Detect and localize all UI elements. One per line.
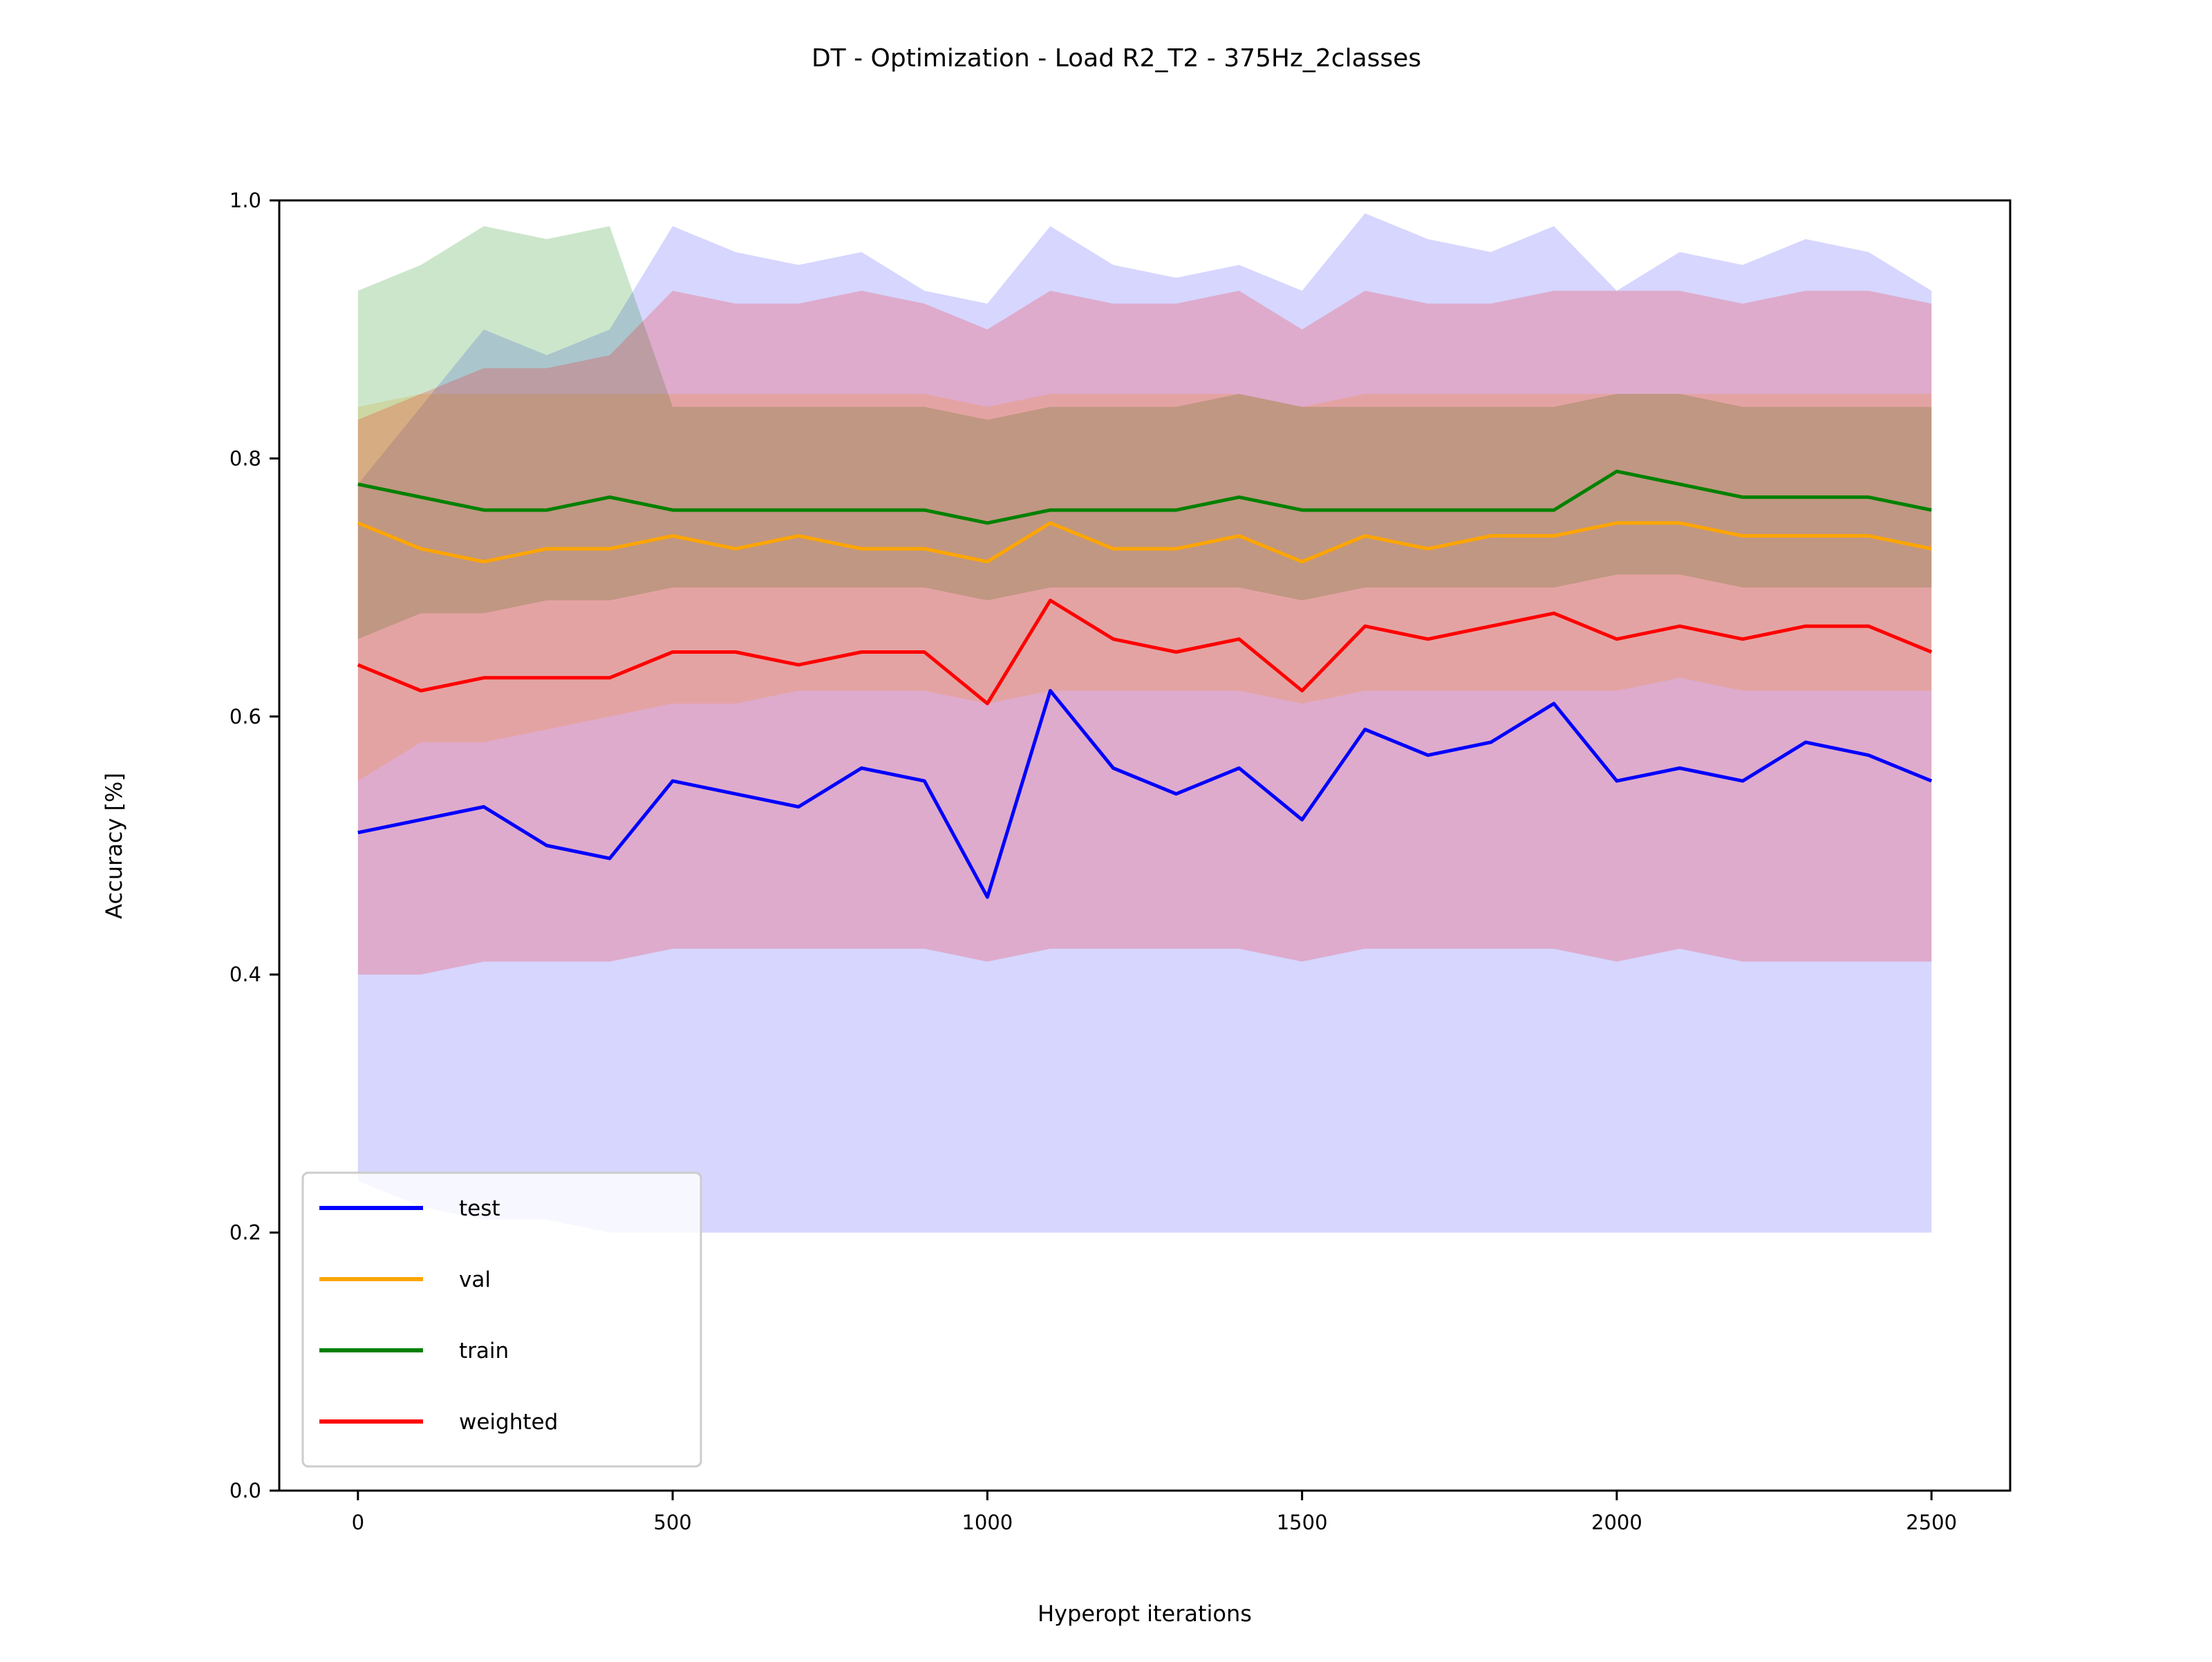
x-tick-label: 2000 [1591, 1511, 1642, 1534]
y-axis-label: Accuracy [%] [101, 773, 127, 919]
x-tick-label: 2500 [1906, 1511, 1957, 1534]
series-line-weighted [357, 598, 1933, 706]
y-tick-label: 0.0 [229, 1479, 261, 1502]
chart-title: DT - Optimization - Load R2_T2 - 375Hz_2… [812, 44, 1421, 73]
series-line-train [357, 469, 1932, 525]
y-tick-label: 1.0 [229, 189, 261, 212]
y-tick-label: 0.6 [229, 705, 261, 728]
legend-box [301, 1171, 702, 1468]
legend-label-weighted: weighted [459, 1410, 558, 1435]
x-tick-label: 0 [352, 1511, 364, 1534]
legend-label-train: train [459, 1339, 509, 1363]
legend: test val train weighted [301, 1171, 702, 1468]
x-axis-label: Hyperopt iterations [1038, 1600, 1252, 1627]
y-tick-label: 0.2 [229, 1221, 261, 1245]
series-line-val [357, 521, 1932, 564]
band-weighted [357, 290, 1932, 975]
band-test [357, 213, 1932, 1233]
band-val [357, 394, 1932, 782]
uncertainty-bands [357, 213, 1932, 1233]
legend-label-val: val [459, 1267, 491, 1292]
plot-area-frame [278, 199, 2012, 1492]
y-tick-label: 0.8 [229, 446, 261, 470]
x-tick-label: 1000 [962, 1511, 1013, 1534]
series-line-test [357, 689, 1933, 899]
x-tick-label: 1500 [1277, 1511, 1328, 1534]
series-lines [357, 469, 1933, 899]
y-tick-label: 0.4 [229, 963, 261, 986]
x-tick-label: 500 [653, 1511, 691, 1534]
x-axis-ticks: 0 500 1000 1500 2000 2500 [352, 1491, 1957, 1534]
y-axis-ticks: 0.0 0.2 0.4 0.6 0.8 1.0 [229, 189, 279, 1502]
legend-label-test: test [459, 1196, 500, 1221]
